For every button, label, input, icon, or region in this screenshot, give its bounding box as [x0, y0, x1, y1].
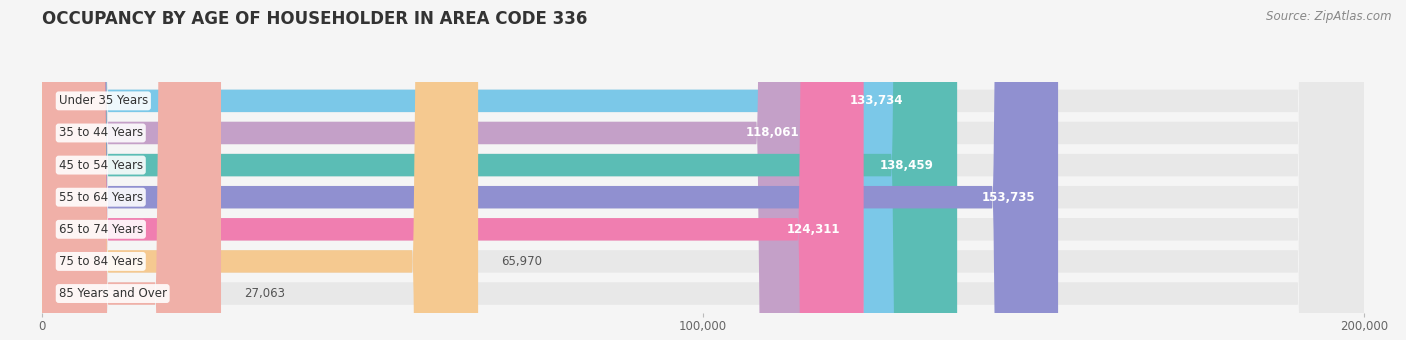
FancyBboxPatch shape: [42, 0, 863, 340]
FancyBboxPatch shape: [42, 0, 1364, 340]
Text: OCCUPANCY BY AGE OF HOUSEHOLDER IN AREA CODE 336: OCCUPANCY BY AGE OF HOUSEHOLDER IN AREA …: [42, 10, 588, 28]
Text: 133,734: 133,734: [849, 95, 903, 107]
FancyBboxPatch shape: [42, 0, 1364, 340]
Text: 27,063: 27,063: [245, 287, 285, 300]
Text: 138,459: 138,459: [880, 158, 934, 172]
FancyBboxPatch shape: [42, 0, 927, 340]
FancyBboxPatch shape: [42, 0, 1059, 340]
Text: Source: ZipAtlas.com: Source: ZipAtlas.com: [1267, 10, 1392, 23]
Text: 35 to 44 Years: 35 to 44 Years: [59, 126, 143, 139]
FancyBboxPatch shape: [42, 0, 823, 340]
Text: 85 Years and Over: 85 Years and Over: [59, 287, 167, 300]
Text: 75 to 84 Years: 75 to 84 Years: [59, 255, 143, 268]
FancyBboxPatch shape: [42, 0, 478, 340]
FancyBboxPatch shape: [42, 0, 957, 340]
Text: 55 to 64 Years: 55 to 64 Years: [59, 191, 143, 204]
Text: 65 to 74 Years: 65 to 74 Years: [59, 223, 143, 236]
FancyBboxPatch shape: [42, 0, 1364, 340]
FancyBboxPatch shape: [42, 0, 1364, 340]
Text: Under 35 Years: Under 35 Years: [59, 95, 148, 107]
Text: 124,311: 124,311: [787, 223, 841, 236]
FancyBboxPatch shape: [42, 0, 1364, 340]
Text: 118,061: 118,061: [745, 126, 799, 139]
FancyBboxPatch shape: [42, 0, 1364, 340]
FancyBboxPatch shape: [42, 0, 221, 340]
Text: 153,735: 153,735: [981, 191, 1035, 204]
Text: 45 to 54 Years: 45 to 54 Years: [59, 158, 143, 172]
Text: 65,970: 65,970: [502, 255, 543, 268]
FancyBboxPatch shape: [42, 0, 1364, 340]
